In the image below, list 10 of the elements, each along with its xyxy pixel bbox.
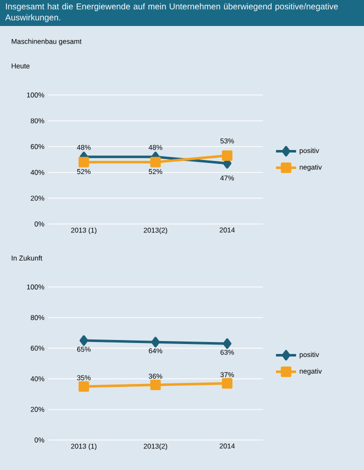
point: [151, 336, 160, 348]
point: [222, 378, 232, 389]
point: [222, 150, 232, 161]
chart-title: Insgesamt hat die Energiewende auf mein Unternehmen überwiegend positive/negative Auswirkungen.: [5, 3, 338, 22]
point: [222, 338, 232, 349]
point: [78, 156, 90, 168]
point: [78, 381, 90, 392]
point: [80, 335, 88, 346]
point: [150, 380, 161, 390]
point: [150, 156, 161, 168]
